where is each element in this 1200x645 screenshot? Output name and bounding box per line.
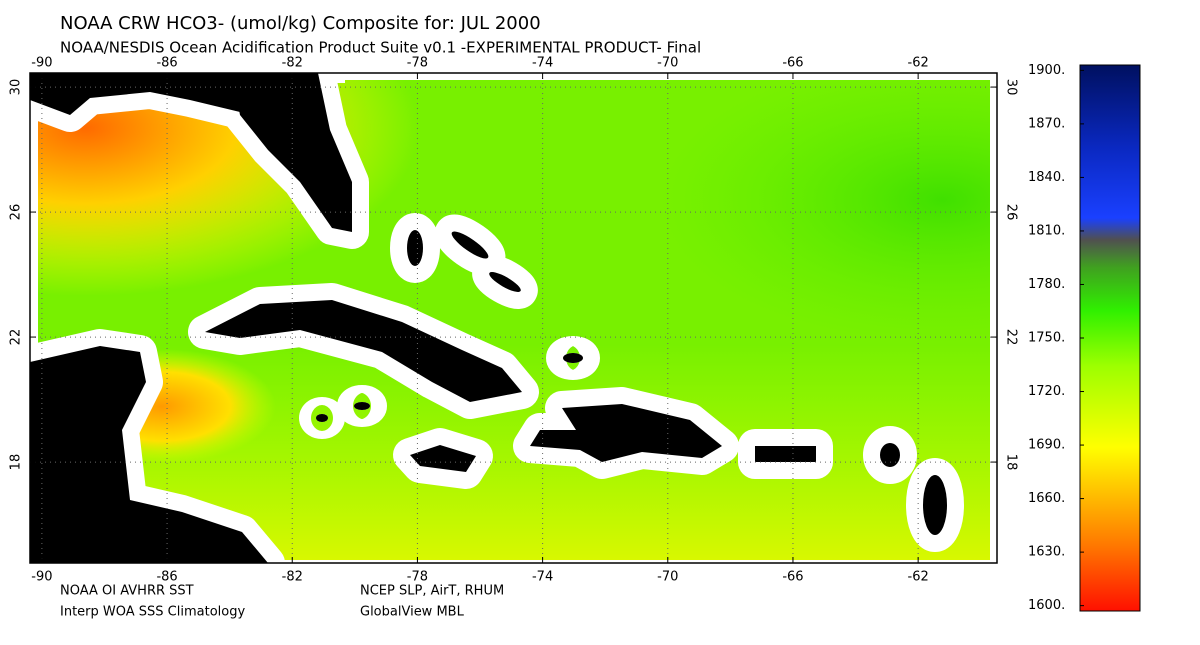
colorbar-tick-label: 1810.	[1028, 223, 1065, 238]
colorbar-tick-label: 1660.	[1028, 491, 1065, 506]
title: NOAA CRW HCO3- (umol/kg) Composite for: …	[60, 13, 541, 34]
footer-text: NCEP SLP, AirT, RHUM	[360, 584, 504, 599]
colorbar-tick-label: 1780.	[1028, 277, 1065, 292]
lon-tick-label: -66	[782, 570, 803, 585]
colorbar-tick-label: 1720.	[1028, 384, 1065, 399]
colorbar-tick-label: 1750.	[1028, 331, 1065, 346]
lon-tick-label: -90	[31, 56, 52, 71]
colorbar-tick-label: 1870.	[1028, 116, 1065, 131]
ocean-field	[38, 80, 990, 560]
lon-tick-label: -82	[282, 570, 303, 585]
lon-tick-label: -78	[407, 56, 428, 71]
lon-tick-label: -82	[282, 56, 303, 71]
lat-tick-label: 30	[1004, 79, 1019, 96]
lat-tick-label: 18	[1004, 454, 1019, 471]
lat-tick-label: 26	[1004, 204, 1019, 221]
lon-tick-label: -70	[657, 570, 678, 585]
footer-text: NOAA OI AVHRR SST	[60, 584, 194, 599]
lat-tick-label: 22	[9, 329, 24, 346]
lon-tick-label: -74	[532, 570, 553, 585]
lon-tick-label: -70	[657, 56, 678, 71]
lon-tick-label: -78	[407, 570, 428, 585]
grid	[30, 73, 997, 563]
lon-tick-label: -74	[532, 56, 553, 71]
lat-tick-label: 18	[9, 454, 24, 471]
colorbar-tick-label: 1900.	[1028, 63, 1065, 78]
lat-tick-label: 26	[9, 204, 24, 221]
lon-tick-label: -86	[156, 570, 177, 585]
colorbar-tick-label: 1840.	[1028, 170, 1065, 185]
colorbar	[1079, 64, 1141, 612]
lat-tick-label: 22	[1004, 329, 1019, 346]
lon-tick-label: -62	[908, 570, 929, 585]
lat-tick-label: 30	[9, 79, 24, 96]
colorbar-tick-label: 1690.	[1028, 438, 1065, 453]
lon-tick-label: -90	[31, 570, 52, 585]
colorbar-tick-label: 1600.	[1028, 598, 1065, 613]
lon-tick-label: -66	[782, 56, 803, 71]
map-area	[29, 72, 998, 564]
footer-text: GlobalView MBL	[360, 605, 465, 620]
map-frame	[29, 72, 998, 564]
colorbar-tick-label: 1630.	[1028, 545, 1065, 560]
lon-tick-label: -86	[156, 56, 177, 71]
lon-tick-label: -62	[908, 56, 929, 71]
subtitle: NOAA/NESDIS Ocean Acidification Product …	[60, 39, 701, 57]
footer-text: Interp WOA SSS Climatology	[60, 605, 245, 620]
